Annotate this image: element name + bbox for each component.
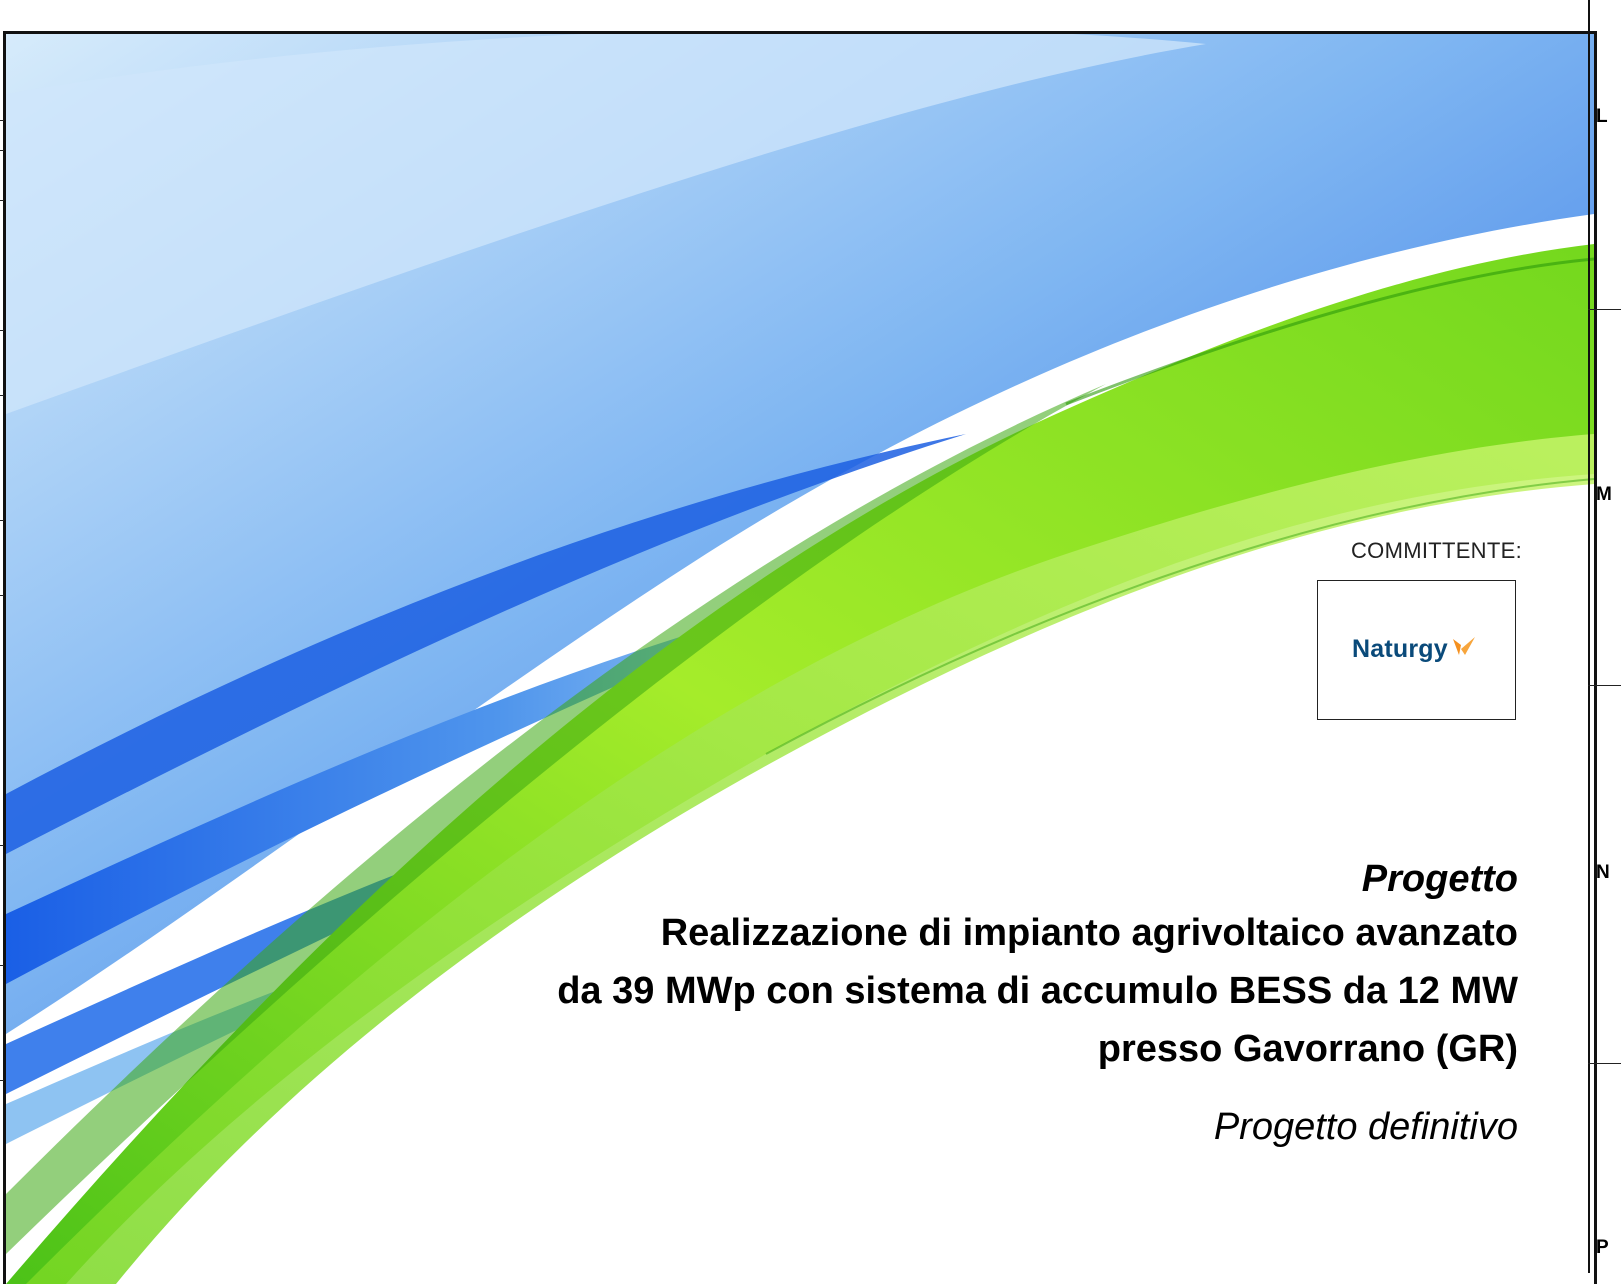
right-margin-zone-strip: L M N P [1588,0,1621,1273]
background-swoosh-art [6,34,1594,1284]
title-line: da 39 MWp con sistema di accumulo BESS d… [557,970,1518,1012]
left-margin-tick [0,330,4,331]
zone-label-L: L [1596,106,1608,127]
committente-label: COMMITTENTE: [1350,538,1522,563]
left-margin-tick [0,1080,4,1081]
left-margin-tick [0,845,4,846]
zone-divider [1588,1063,1621,1064]
right-margin-line [1588,0,1590,1273]
client-logo: Naturgy [1352,635,1477,664]
butterfly-mark-icon [1452,636,1475,655]
zone-divider [1588,309,1621,310]
left-margin-tick [0,520,4,521]
left-margin-tick [0,965,4,966]
left-margin-tick [0,395,4,396]
left-margin-tick [0,595,4,596]
title-kicker: Progetto [1361,858,1518,900]
cover-frame: COMMITTENTE: Naturgy Progetto Realizzazi… [3,31,1597,1284]
left-margin-tick [0,150,4,151]
client-logo-box: Naturgy [1317,580,1516,720]
client-logo-text: Naturgy [1352,635,1448,663]
zone-label-M: M [1596,484,1612,505]
title-line: Realizzazione di impianto agrivoltaico a… [660,912,1518,954]
zone-label-P: P [1596,1237,1609,1258]
left-margin-tick [0,200,4,201]
left-margin-tick [0,120,4,121]
title-line: presso Gavorrano (GR) [1097,1028,1518,1070]
project-title-block: Progetto Realizzazione di impianto agriv… [557,854,1518,1078]
zone-divider [1588,685,1621,686]
zone-label-N: N [1596,862,1610,883]
project-phase-subtitle: Progetto definitivo [1213,1106,1518,1148]
